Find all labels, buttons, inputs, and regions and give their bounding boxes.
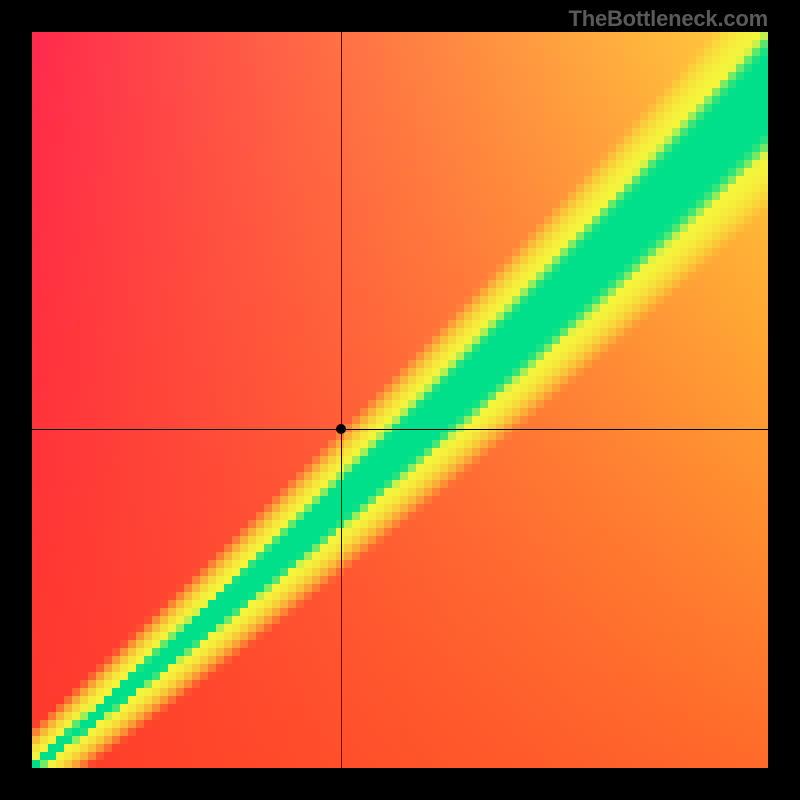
crosshair-horizontal	[32, 429, 768, 430]
crosshair-vertical	[341, 32, 342, 768]
marker-dot	[336, 424, 346, 434]
chart-container: TheBottleneck.com	[0, 0, 800, 800]
plot-area	[32, 32, 768, 768]
watermark-text: TheBottleneck.com	[568, 6, 768, 32]
heatmap-canvas	[32, 32, 768, 768]
